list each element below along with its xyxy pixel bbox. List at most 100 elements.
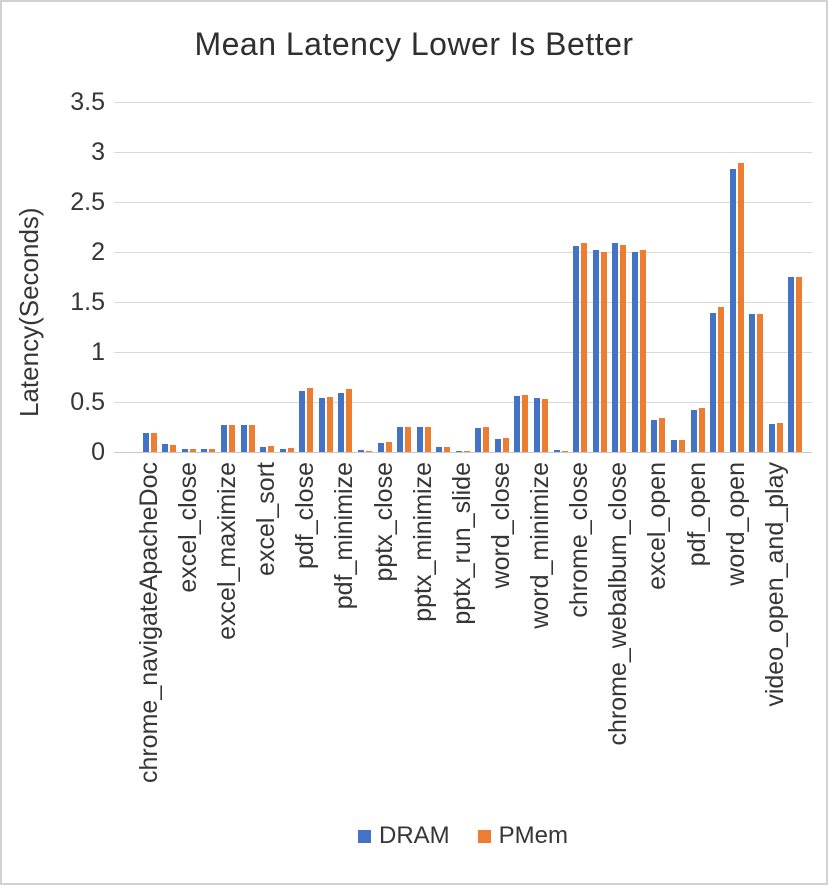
gridline-3.5: [114, 102, 812, 103]
dram-bar: [436, 447, 443, 452]
y-tick-label-1: 1: [91, 338, 105, 366]
pmem-bar: [209, 449, 216, 452]
bar-group-chrome_webalbum_close: [610, 102, 630, 452]
pmem-bar: [502, 438, 509, 452]
x-axis-label-chrome_webalbum_close: chrome_webalbum_close: [604, 462, 633, 746]
x-label-slot: chrome_webalbum_close: [600, 462, 639, 745]
bar-group-slot-22: [551, 102, 571, 452]
dram-bar: [357, 450, 364, 452]
x-axis-label-word_minimize: word_minimize: [526, 462, 555, 629]
dram-bar: [690, 410, 697, 452]
bar-group-excel_sort: [257, 102, 277, 452]
bar-group-pdf_open: [688, 102, 708, 452]
bar-group-slot-8: [277, 102, 297, 452]
pmem-bar: [463, 451, 470, 452]
x-label-slot: pdf_open: [678, 462, 717, 566]
pmem-bar: [522, 395, 529, 452]
dram-bar: [455, 451, 462, 452]
bar-group-slot-20: [512, 102, 532, 452]
x-axis-label-excel_close: excel_close: [173, 462, 202, 593]
gridline-1: [114, 352, 812, 353]
x-axis-label-pptx_close: pptx_close: [369, 462, 398, 582]
dram-bar: [221, 425, 228, 452]
pmem-bar: [287, 448, 294, 452]
pmem-bar: [561, 451, 568, 452]
y-tick-label-3: 3: [91, 138, 105, 166]
pmem-bar: [150, 433, 157, 452]
pmem-bar: [307, 388, 314, 452]
dram-bar: [592, 250, 599, 452]
x-label-slot: chrome_navigateApacheDoc: [130, 462, 169, 783]
x-axis-label-chrome_navigateApacheDoc: chrome_navigateApacheDoc: [134, 462, 163, 784]
x-label-slot: pdf_close: [287, 462, 326, 569]
pmem-bar: [639, 250, 646, 452]
pmem-bar: [483, 427, 490, 452]
dram-bar: [651, 420, 658, 452]
bar-group-excel_close: [179, 102, 199, 452]
x-label-slot: word_minimize: [521, 462, 560, 629]
y-tick-label-0: 0: [91, 438, 105, 466]
gridline-2.5: [114, 202, 812, 203]
bar-group-pdf_minimize: [336, 102, 356, 452]
pmem-bar: [542, 399, 549, 452]
dram-bar: [494, 439, 501, 452]
x-axis-label-pdf_minimize: pdf_minimize: [330, 462, 359, 610]
gridline-0: [114, 452, 812, 453]
pmem-bar: [424, 427, 431, 452]
bar-group-slot-2: [160, 102, 180, 452]
dram-bar: [397, 427, 404, 452]
bar-group-pptx_close: [375, 102, 395, 452]
bar-group-slot-28: [668, 102, 688, 452]
gridline-0.5: [114, 402, 812, 403]
bar-group-pdf_close: [297, 102, 317, 452]
legend-label: DRAM: [378, 822, 450, 849]
dram-bar: [240, 425, 247, 452]
dram-bar: [162, 444, 169, 452]
dram-bar: [670, 440, 677, 452]
pmem-bar: [365, 451, 372, 452]
x-label-slot: chrome_close: [560, 462, 599, 618]
bar-group-slot-24: [590, 102, 610, 452]
x-axis-label-excel_maximize: excel_maximize: [213, 462, 242, 640]
legend-label: PMem: [498, 822, 568, 849]
pmem-bar: [796, 277, 803, 452]
pmem-bar: [444, 447, 451, 452]
x-label-slot: pptx_close: [365, 462, 404, 582]
legend: DRAM PMem: [114, 820, 812, 852]
pmem-bar: [659, 418, 666, 452]
pmem-bar: [385, 442, 392, 452]
dram-bar: [318, 398, 325, 452]
y-tick-label-2: 2: [91, 238, 105, 266]
x-label-slot: excel_sort: [247, 462, 286, 576]
bar-group-slot-18: [473, 102, 493, 452]
pmem-bar: [229, 425, 236, 452]
dram-bar: [260, 447, 267, 452]
pmem-bar: [600, 252, 607, 452]
dram-bar: [573, 246, 580, 452]
x-label-slot: pdf_minimize: [326, 462, 365, 609]
pmem-bar: [326, 397, 333, 452]
x-label-slot: excel_open: [639, 462, 678, 590]
dram-bar: [299, 391, 306, 452]
y-tick-label-0.5: 0.5: [70, 388, 105, 416]
pmem-bar: [405, 427, 412, 452]
x-axis-label-excel_sort: excel_sort: [252, 462, 281, 576]
bar-group-chrome_navigateApacheDoc: [140, 102, 160, 452]
dram-bar: [279, 449, 286, 452]
bar-group-video_open_and_play: [766, 102, 786, 452]
bar-group-slot-4: [199, 102, 219, 452]
legend-item-dram: DRAM: [357, 822, 450, 850]
legend-swatch-dram: [357, 829, 371, 843]
pmem-bar: [581, 243, 588, 452]
bar-group-word_close: [492, 102, 512, 452]
gridline-2: [114, 252, 812, 253]
x-label-slot: pptx_run_slide: [443, 462, 482, 625]
dram-bar: [612, 243, 619, 452]
gridline-1.5: [114, 302, 812, 303]
x-axis-label-chrome_close: chrome_close: [565, 462, 594, 618]
bar-group-slot-30: [707, 102, 727, 452]
bar-group-word_minimize: [531, 102, 551, 452]
bar-group-slot-12: [355, 102, 375, 452]
pmem-bar: [620, 245, 627, 452]
bar-group-slot-32: [746, 102, 766, 452]
